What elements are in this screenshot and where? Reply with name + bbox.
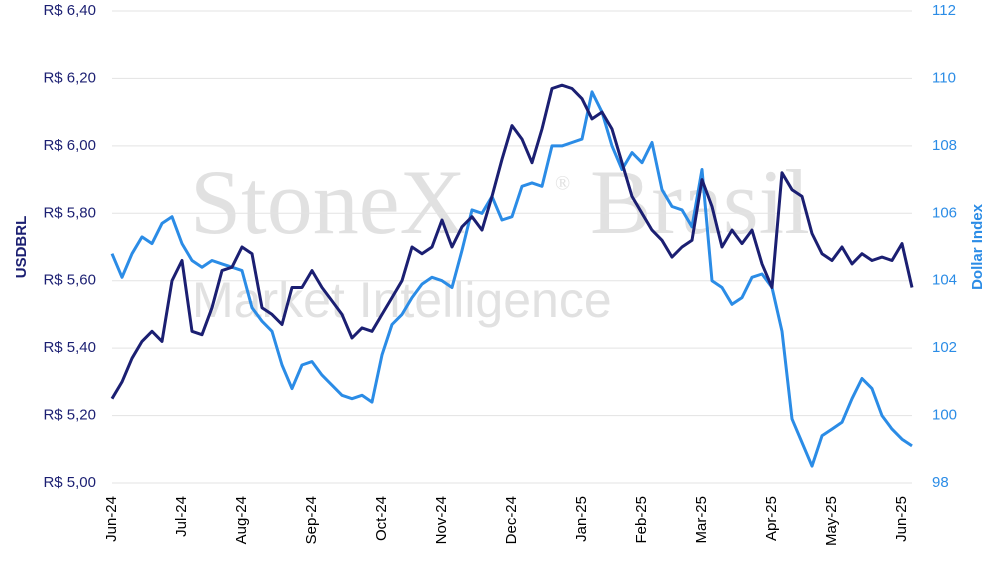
x-tick-label: Dec-24 bbox=[503, 496, 520, 544]
y2-tick-label: 102 bbox=[932, 339, 957, 356]
x-tick-label: Jan-25 bbox=[573, 496, 590, 542]
y2-tick-label: 106 bbox=[932, 204, 957, 221]
x-tick-label: Jun-24 bbox=[103, 496, 120, 542]
x-tick-label: Feb-25 bbox=[633, 496, 650, 544]
x-tick-label: Apr-25 bbox=[763, 496, 780, 541]
watermark-region: Brasil bbox=[590, 151, 810, 253]
x-tick-label: Aug-24 bbox=[233, 496, 250, 544]
watermark-registered: ® bbox=[555, 173, 570, 195]
series-line bbox=[110, 83, 914, 400]
x-tick-label: Mar-25 bbox=[693, 496, 710, 544]
watermark: StoneX ® Brasil Market Intelligence bbox=[190, 151, 810, 328]
y-tick-label: R$ 5,00 bbox=[43, 474, 96, 491]
y2-tick-label: 100 bbox=[932, 407, 957, 424]
y-tick-label: R$ 5,40 bbox=[43, 339, 96, 356]
y2-tick-label: 98 bbox=[932, 474, 949, 491]
x-tick-label: Jul-24 bbox=[173, 496, 190, 537]
y-axis-title: USDBRL bbox=[13, 216, 30, 279]
series-line bbox=[110, 90, 913, 468]
y-tick-label: R$ 6,40 bbox=[43, 2, 96, 19]
x-tick-label: Jun-25 bbox=[893, 496, 910, 542]
y2-tick-label: 110 bbox=[932, 69, 956, 86]
y2-tick-label: 112 bbox=[932, 2, 956, 19]
x-tick-label: Nov-24 bbox=[433, 496, 450, 544]
y2-tick-label: 104 bbox=[932, 272, 957, 289]
y-tick-label: R$ 5,80 bbox=[43, 204, 96, 221]
x-tick-label: May-25 bbox=[823, 496, 840, 546]
y-tick-label: R$ 6,00 bbox=[43, 137, 96, 154]
x-tick-label: Oct-24 bbox=[373, 496, 390, 541]
y2-tick-label: 108 bbox=[932, 137, 957, 154]
y2-axis-title: Dollar Index bbox=[969, 203, 986, 290]
x-tick-label: Sep-24 bbox=[303, 496, 320, 544]
watermark-brand: StoneX bbox=[190, 151, 466, 253]
y-tick-label: R$ 5,20 bbox=[43, 407, 96, 424]
y-tick-label: R$ 6,20 bbox=[43, 69, 96, 86]
y-tick-label: R$ 5,60 bbox=[43, 272, 96, 289]
